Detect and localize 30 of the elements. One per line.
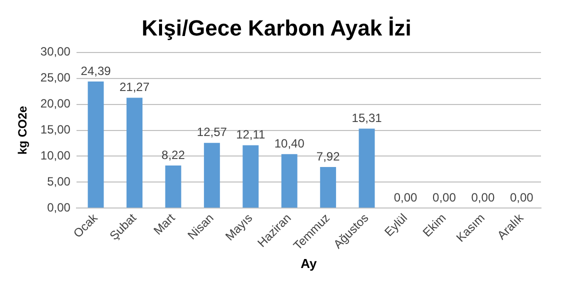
y-tick-label: 15,00 <box>40 122 71 137</box>
data-label: 10,40 <box>274 136 305 150</box>
data-label: 12,57 <box>196 125 228 140</box>
data-label: 0,00 <box>471 190 495 204</box>
bar <box>126 98 142 208</box>
y-tick-label: 0,00 <box>47 200 71 214</box>
x-axis-title: Ay <box>300 256 318 271</box>
data-label: 7,92 <box>316 149 340 164</box>
bar <box>204 142 220 208</box>
y-tick-label: 20,00 <box>40 96 71 111</box>
data-label: 0,00 <box>394 190 418 204</box>
bar <box>281 154 298 208</box>
data-label: 15,31 <box>352 110 382 125</box>
bar <box>358 128 375 208</box>
data-label: 21,27 <box>119 80 150 94</box>
data-label: 0,00 <box>510 190 534 204</box>
bar <box>165 165 182 208</box>
y-tick-label: 5,00 <box>47 174 71 189</box>
data-label: 24,39 <box>80 64 112 78</box>
bar <box>88 82 104 208</box>
bar <box>320 167 336 208</box>
data-label: 0,00 <box>432 190 456 204</box>
y-tick-label: 25,00 <box>40 70 71 85</box>
data-label: 8,22 <box>162 148 186 162</box>
chart-title: Kişi/Gece Karbon Ayak İzi <box>142 15 412 40</box>
data-label: 12,11 <box>236 128 266 142</box>
y-tick-label: 30,00 <box>40 44 71 59</box>
bar <box>242 145 259 208</box>
y-tick-label: 10,00 <box>40 148 71 163</box>
y-axis-title: kg CO2e <box>16 106 30 155</box>
